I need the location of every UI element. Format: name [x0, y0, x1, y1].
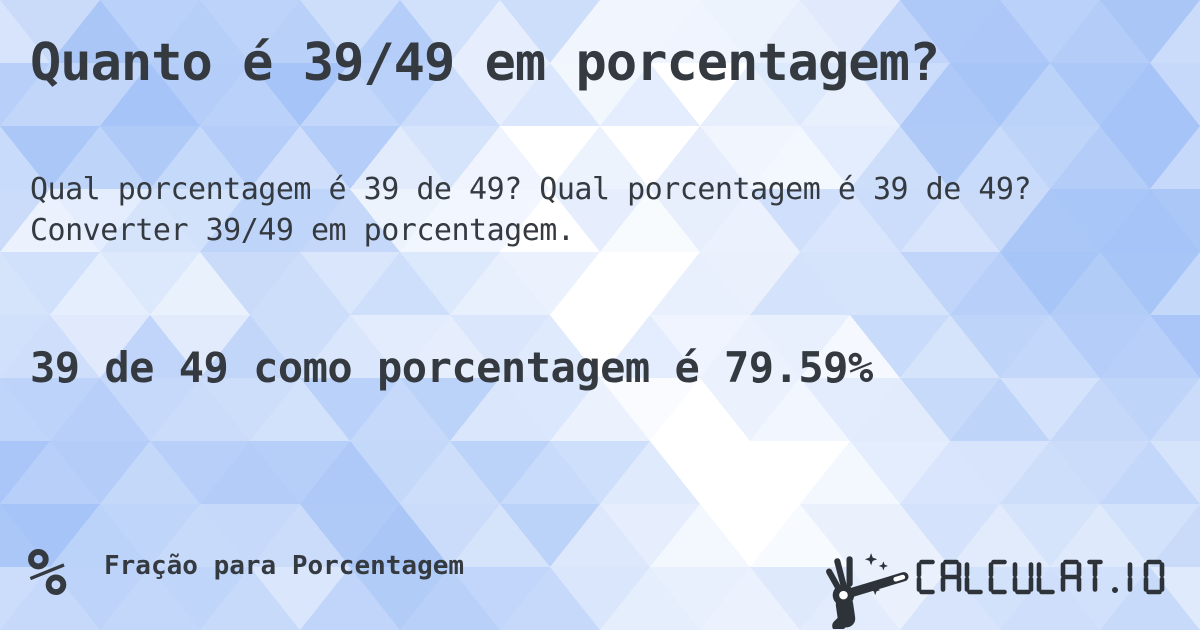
page-title: Quanto é 39/49 em porcentagem?: [30, 33, 940, 93]
sparkle-stars: [864, 553, 888, 596]
magic-wand-hand-icon: [826, 553, 909, 629]
description-text: Qual porcentagem é 39 de 49? Qual porcen…: [30, 172, 1032, 248]
category-label: Fração para Porcentagem: [104, 551, 465, 581]
brand-wordmark: [916, 559, 1165, 595]
percent-icon: %: [27, 534, 67, 611]
answer-text: 39 de 49 como porcentagem é 79.59%: [30, 343, 873, 392]
